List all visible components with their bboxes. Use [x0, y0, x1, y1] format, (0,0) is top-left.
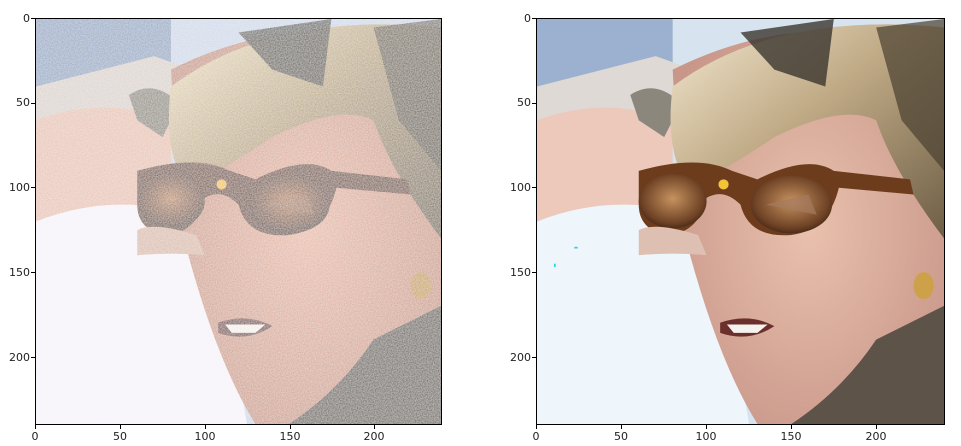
axes-frame-right — [536, 18, 945, 425]
y-tick-mark-50 — [532, 103, 536, 104]
y-tick-mark-150 — [532, 272, 536, 273]
x-tick-label: 150 — [780, 430, 802, 443]
x-tick-label: 0 — [31, 430, 39, 443]
x-tick-label: 200 — [865, 430, 887, 443]
y-tick-label: 50 — [16, 96, 30, 109]
y-tick-label: 0 — [524, 12, 531, 25]
y-tick-mark-200 — [31, 357, 35, 358]
x-tick-mark-150 — [290, 425, 291, 429]
noisy-photo — [36, 19, 441, 424]
x-tick-label: 0 — [532, 430, 540, 443]
denoised-photo — [537, 19, 944, 424]
x-tick-mark-150 — [791, 425, 792, 429]
y-tick-label: 100 — [510, 181, 531, 194]
y-tick-mark-100 — [532, 187, 536, 188]
x-tick-label: 150 — [279, 430, 301, 443]
y-tick-mark-0 — [31, 18, 35, 19]
y-tick-mark-0 — [532, 18, 536, 19]
x-tick-mark-0 — [536, 425, 537, 429]
y-tick-mark-150 — [31, 272, 35, 273]
x-tick-label: 100 — [194, 430, 216, 443]
x-tick-label: 50 — [614, 430, 628, 443]
x-tick-mark-50 — [621, 425, 622, 429]
y-tick-label: 150 — [510, 266, 531, 279]
panel-noisy-image: 0 50 100 150 200 0 50 100 150 200 — [0, 0, 470, 446]
y-tick-label: 100 — [9, 181, 30, 194]
y-tick-label: 200 — [510, 351, 531, 364]
y-tick-mark-100 — [31, 187, 35, 188]
panel-denoised-image: 0 50 100 150 200 0 50 100 150 200 — [502, 0, 961, 446]
y-tick-label: 0 — [23, 12, 30, 25]
x-tick-mark-100 — [706, 425, 707, 429]
y-tick-mark-200 — [532, 357, 536, 358]
x-tick-mark-0 — [35, 425, 36, 429]
y-tick-label: 50 — [517, 96, 531, 109]
x-tick-label: 200 — [363, 430, 385, 443]
axes-frame-left — [35, 18, 442, 425]
x-tick-label: 100 — [695, 430, 717, 443]
y-tick-mark-50 — [31, 103, 35, 104]
x-tick-mark-200 — [374, 425, 375, 429]
x-tick-mark-200 — [876, 425, 877, 429]
x-tick-mark-50 — [120, 425, 121, 429]
x-tick-label: 50 — [113, 430, 127, 443]
x-tick-mark-100 — [205, 425, 206, 429]
y-tick-label: 150 — [9, 266, 30, 279]
y-tick-label: 200 — [9, 351, 30, 364]
